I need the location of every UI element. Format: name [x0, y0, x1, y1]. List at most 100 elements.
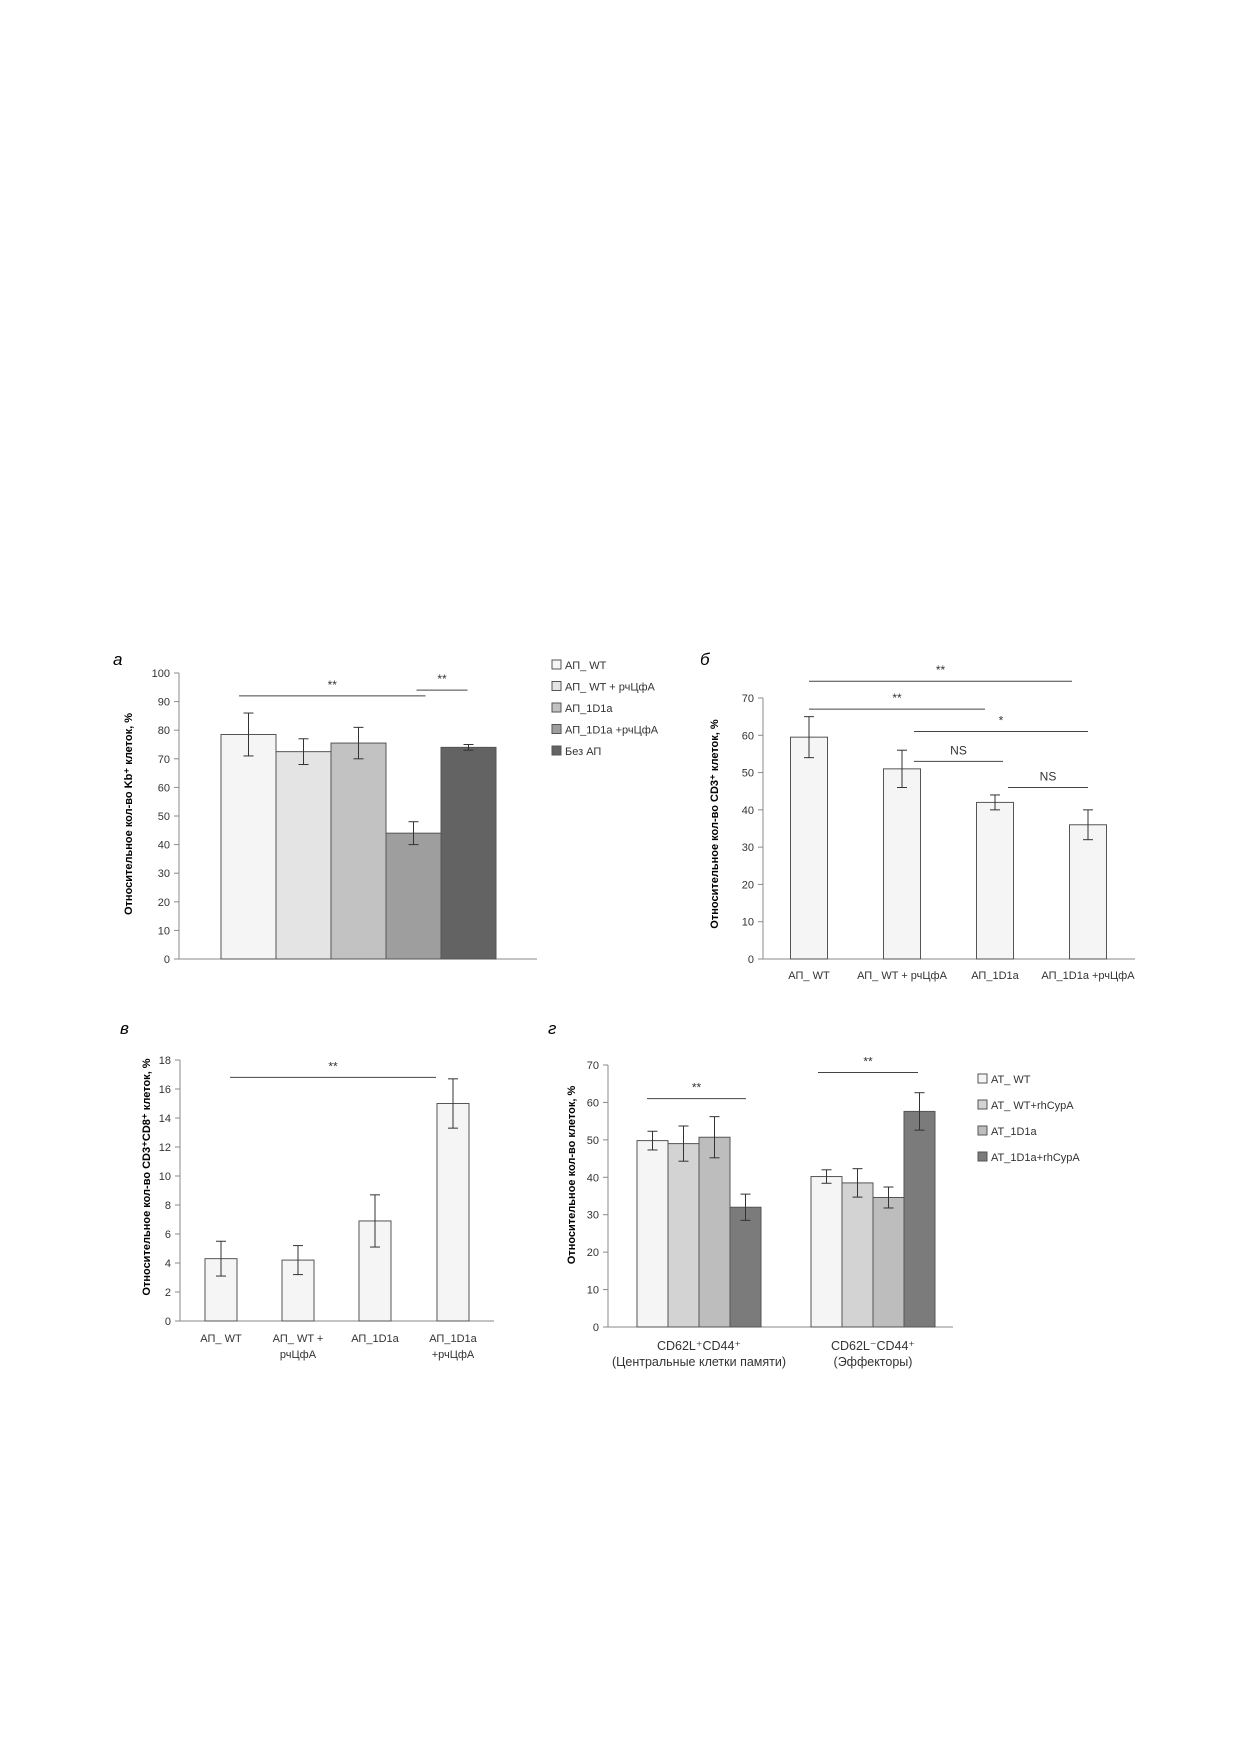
- panel-a-bar: [275, 751, 332, 960]
- panel-b-chart: б Относительное кол-во CD3⁺ клеток, % 0 1…: [700, 650, 1135, 982]
- panel-c-y-axis-label: Относительное кол-во CD3⁺CD8⁺ клеток, %: [141, 1058, 153, 1295]
- panel-c-category-label: АП_1D1a: [351, 1333, 399, 1345]
- panel-a-y-tick-label: 40: [158, 840, 170, 852]
- panel-b-bar: [883, 768, 921, 960]
- panel-c-chart: в Относительное кол-во CD3⁺CD8⁺ клеток, …: [120, 1019, 494, 1361]
- panel-d-significance-label: **: [863, 1054, 873, 1068]
- panel-c-category-label: рчЦфА: [280, 1349, 317, 1361]
- panel-d-y-tick-label: 20: [587, 1247, 599, 1259]
- panel-a-y-tick-label: 10: [158, 925, 170, 937]
- panel-a-legend-swatch: [551, 724, 562, 734]
- panel-d-y-tick-label: 50: [587, 1135, 599, 1147]
- panel-a-y-tick-label: 80: [158, 725, 170, 737]
- panel-a-legend-label: АП_1D1a +рчЦфА: [565, 725, 659, 737]
- panel-a-significance-label: **: [437, 672, 447, 686]
- panel-d-y-tick-label: 70: [587, 1060, 599, 1072]
- panel-d-legend-label: AT_1D1a+rhCypA: [991, 1152, 1080, 1164]
- panel-b-significance-label: NS: [950, 743, 967, 757]
- panel-d-legend-swatch: [977, 1073, 988, 1084]
- panel-a-y-axis-label: Относительное кол-во Kb⁺ клеток, %: [123, 713, 135, 915]
- panel-a-chart: а Относительное кол-во Kb⁺ клеток, % 0 10…: [113, 650, 659, 966]
- panel-c-y-tick-label: 8: [165, 1200, 171, 1212]
- panel-a-bar: [440, 746, 497, 960]
- panel-c-y-tick-label: 16: [159, 1084, 171, 1096]
- panel-d-category-label: (Центральные клетки памяти): [612, 1355, 786, 1369]
- panel-b-significance-label: NS: [1040, 769, 1057, 783]
- panel-c-category-label: АП_ WT: [200, 1333, 242, 1345]
- panel-d-legend-swatch: [977, 1099, 988, 1110]
- panel-d-bar: [872, 1196, 905, 1328]
- panel-c-y-tick-label: 4: [165, 1258, 171, 1270]
- panel-a-legend-swatch: [551, 659, 562, 670]
- panel-b-y-tick-label: 60: [742, 730, 754, 742]
- panel-b-category-label: АП_1D1a: [971, 970, 1019, 982]
- panel-c-category-label: АП_1D1a: [429, 1333, 477, 1345]
- panel-c-letter: в: [120, 1019, 129, 1038]
- panel-b-y-tick-label: 20: [742, 879, 754, 891]
- panel-d-category-label: CD62L⁺CD44⁺: [657, 1339, 741, 1353]
- panel-d-significance-label: **: [692, 1081, 702, 1095]
- panel-b-y-tick-label: 10: [742, 917, 754, 929]
- panel-d-chart: г Относительное кол-во клеток, % 0 10 20 30…: [548, 1019, 1080, 1369]
- panel-d-category-label: (Эффекторы): [834, 1355, 913, 1369]
- panel-b-significance-label: **: [936, 663, 946, 677]
- panel-a-y-tick-label: 100: [152, 668, 170, 680]
- panel-d-legend-swatch: [977, 1151, 988, 1162]
- panel-d-bar: [903, 1110, 936, 1328]
- panel-a-y-tick-label: 70: [158, 754, 170, 766]
- panel-a-legend-label: АП_ WT: [565, 660, 607, 672]
- panel-b-y-tick-label: 40: [742, 805, 754, 817]
- panel-a-significance-label: **: [328, 678, 338, 692]
- panel-d-y-tick-label: 0: [593, 1322, 599, 1334]
- panel-d-category-label: CD62L⁻CD44⁺: [831, 1339, 915, 1353]
- panel-b-y-tick-label: 50: [742, 768, 754, 780]
- panel-a-y-tick-label: 30: [158, 868, 170, 880]
- panel-c-y-tick-label: 6: [165, 1229, 171, 1241]
- panel-a-y-tick-label: 50: [158, 811, 170, 823]
- panel-a-bar: [220, 733, 277, 960]
- panel-c-significance-label: **: [328, 1059, 338, 1073]
- panel-a-legend-label: АП_1D1a: [565, 703, 613, 715]
- panel-c-y-tick-label: 10: [159, 1171, 171, 1183]
- panel-a-y-tick-label: 60: [158, 782, 170, 794]
- panel-d-letter: г: [548, 1019, 556, 1038]
- panel-c-y-tick-label: 2: [165, 1287, 171, 1299]
- panel-c-category-label: АП_ WT +: [273, 1333, 324, 1345]
- panel-d-bar: [810, 1176, 843, 1328]
- panel-d-y-axis-label: Относительное кол-во клеток, %: [566, 1086, 578, 1265]
- panel-c-y-tick-label: 18: [159, 1055, 171, 1067]
- panel-c-category-label: +рчЦфА: [432, 1349, 475, 1361]
- panel-d-legend-label: AT_ WT+rhCypA: [991, 1100, 1074, 1112]
- panel-a-bar: [330, 742, 387, 960]
- panel-a-legend-swatch: [551, 702, 562, 713]
- panel-d-bar: [667, 1143, 700, 1328]
- panel-b-bar: [976, 801, 1014, 960]
- panel-a-legend-swatch: [551, 681, 562, 691]
- panel-b-bar: [1069, 824, 1107, 960]
- panel-d-legend-label: AT_ WT: [991, 1074, 1031, 1086]
- panel-d-y-tick-label: 10: [587, 1285, 599, 1297]
- panel-d-y-tick-label: 30: [587, 1210, 599, 1222]
- panel-b-significance-label: *: [999, 714, 1004, 728]
- panel-a-y-tick-label: 0: [164, 954, 170, 966]
- panel-d-y-tick-label: 40: [587, 1172, 599, 1184]
- panel-d-legend-label: AT_1D1a: [991, 1126, 1038, 1138]
- panel-d-bar: [636, 1140, 669, 1328]
- panel-d-y-tick-label: 60: [587, 1097, 599, 1109]
- panel-b-category-label: АП_ WT: [788, 970, 830, 982]
- panel-d-bar: [841, 1182, 874, 1328]
- panel-d-bar: [698, 1136, 731, 1328]
- panel-a-letter: а: [113, 650, 122, 669]
- panel-c-y-tick-label: 14: [159, 1113, 171, 1125]
- panel-b-y-tick-label: 70: [742, 693, 754, 705]
- panel-a-y-tick-label: 20: [158, 897, 170, 909]
- panel-a-y-tick-label: 90: [158, 697, 170, 709]
- panel-b-y-axis-label: Относительное кол-во CD3⁺ клеток, %: [709, 719, 721, 929]
- panel-c-y-tick-label: 0: [165, 1316, 171, 1328]
- panel-a-legend-label: АП_ WT + рчЦфА: [565, 682, 656, 694]
- panel-a-bar: [385, 832, 442, 960]
- panel-b-y-tick-label: 0: [748, 954, 754, 966]
- panel-a-legend-label: Без АП: [565, 746, 601, 758]
- panel-b-bar: [790, 736, 828, 960]
